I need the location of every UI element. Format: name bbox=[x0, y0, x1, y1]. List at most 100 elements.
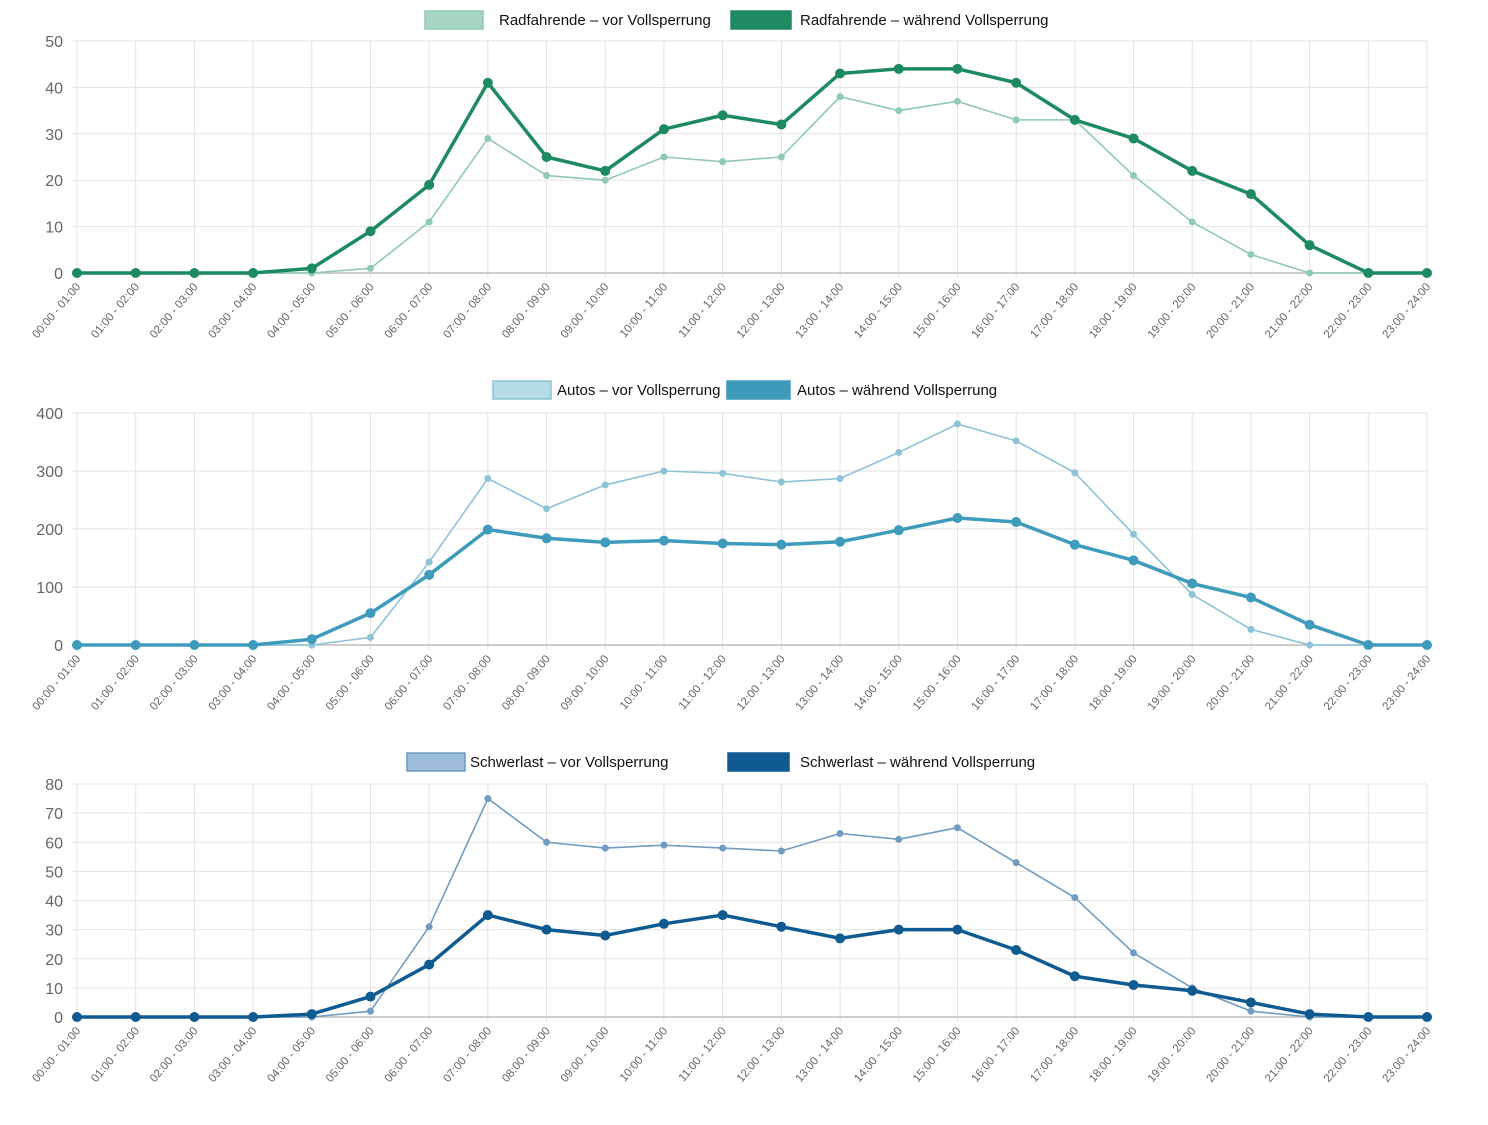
data-point bbox=[1012, 116, 1020, 124]
data-point bbox=[835, 68, 846, 79]
data-point bbox=[952, 512, 963, 523]
data-point bbox=[836, 93, 844, 101]
legend-item[interactable]: Radfahrende – während Vollsperrung bbox=[730, 10, 1049, 30]
data-point bbox=[1069, 971, 1080, 982]
legend-swatch bbox=[727, 752, 790, 772]
data-point bbox=[777, 847, 785, 855]
x-tick-label: 02:00 - 03:00 bbox=[148, 281, 201, 341]
data-point bbox=[719, 158, 727, 166]
x-tick-label: 05:00 - 06:00 bbox=[324, 1025, 377, 1085]
legend-item[interactable]: Autos – während Vollsperrung bbox=[726, 380, 997, 400]
data-point bbox=[72, 268, 82, 278]
data-point bbox=[1363, 268, 1374, 278]
data-point bbox=[1130, 530, 1138, 538]
data-point bbox=[1247, 1007, 1255, 1015]
x-tick-label: 20:00 - 21:00 bbox=[1204, 1025, 1257, 1085]
data-point bbox=[1011, 945, 1022, 956]
series-during bbox=[72, 63, 1432, 278]
data-point bbox=[1069, 539, 1080, 550]
x-tick-label: 13:00 - 14:00 bbox=[794, 653, 847, 713]
data-point bbox=[306, 263, 317, 274]
x-tick-label: 22:00 - 23:00 bbox=[1322, 653, 1375, 713]
data-point bbox=[660, 153, 668, 161]
x-tick-label: 06:00 - 07:00 bbox=[383, 1025, 436, 1085]
series-during bbox=[72, 910, 1432, 1022]
data-point bbox=[366, 633, 374, 641]
data-point bbox=[600, 930, 611, 941]
x-tick-label: 08:00 - 09:00 bbox=[500, 281, 553, 341]
data-point bbox=[366, 1007, 374, 1015]
x-tick-label: 10:00 - 11:00 bbox=[618, 281, 670, 340]
data-point bbox=[893, 63, 904, 74]
data-point bbox=[543, 838, 551, 846]
legend-item[interactable]: Radfahrende – vor Vollsperrung bbox=[424, 10, 711, 30]
data-point bbox=[424, 179, 435, 190]
x-tick-label: 15:00 - 16:00 bbox=[911, 281, 964, 341]
x-tick-label: 19:00 - 20:00 bbox=[1146, 653, 1199, 713]
x-tick-label: 09:00 - 10:00 bbox=[559, 281, 612, 341]
data-point bbox=[1130, 949, 1138, 957]
x-tick-label: 16:00 - 17:00 bbox=[970, 281, 1023, 341]
series-line bbox=[77, 95, 1427, 274]
y-tick-label: 30 bbox=[45, 923, 63, 940]
data-point bbox=[660, 467, 668, 475]
series-line bbox=[77, 67, 1427, 275]
legend-item[interactable]: Schwerlast – während Vollsperrung bbox=[727, 752, 1035, 772]
x-tick-label: 04:00 - 05:00 bbox=[265, 1025, 318, 1085]
x-tick-label: 05:00 - 06:00 bbox=[324, 653, 377, 713]
x-tick-label: 23:00 - 24:00 bbox=[1381, 653, 1434, 713]
x-tick-label: 02:00 - 03:00 bbox=[148, 1025, 201, 1085]
data-point bbox=[189, 640, 200, 650]
x-tick-label: 00:00 - 01:00 bbox=[31, 1025, 84, 1085]
data-point bbox=[1128, 979, 1139, 990]
y-tick-label: 100 bbox=[36, 580, 63, 597]
data-point bbox=[953, 420, 961, 428]
series-line bbox=[77, 797, 1427, 1018]
y-tick-label: 30 bbox=[45, 127, 63, 144]
x-tick-label: 04:00 - 05:00 bbox=[265, 281, 318, 341]
x-tick-label: 18:00 - 19:00 bbox=[1087, 653, 1140, 713]
data-point bbox=[952, 63, 963, 74]
data-point bbox=[306, 634, 317, 645]
legend-swatch bbox=[730, 10, 792, 30]
legend-item[interactable]: Autos – vor Vollsperrung bbox=[492, 380, 720, 400]
data-point bbox=[1422, 268, 1432, 278]
y-tick-label: 80 bbox=[45, 777, 63, 794]
data-point bbox=[248, 268, 259, 278]
x-tick-label: 18:00 - 19:00 bbox=[1087, 281, 1140, 341]
data-point bbox=[1245, 189, 1256, 200]
legend-swatch bbox=[424, 10, 484, 30]
series-line bbox=[77, 913, 1427, 1019]
data-point bbox=[1128, 133, 1139, 144]
legend-label: Autos – vor Vollsperrung bbox=[557, 382, 720, 399]
data-point bbox=[1304, 1009, 1315, 1020]
x-tick-label: 21:00 - 22:00 bbox=[1263, 653, 1316, 713]
data-point bbox=[365, 991, 376, 1002]
x-tick-label: 03:00 - 04:00 bbox=[207, 1025, 260, 1085]
x-tick-label: 09:00 - 10:00 bbox=[559, 653, 612, 713]
data-point bbox=[601, 844, 609, 852]
data-point bbox=[719, 844, 727, 852]
data-point bbox=[776, 921, 787, 932]
data-point bbox=[1363, 640, 1374, 650]
data-point bbox=[1188, 218, 1196, 226]
data-point bbox=[365, 608, 376, 619]
y-tick-label: 200 bbox=[36, 522, 63, 539]
data-point bbox=[776, 119, 787, 130]
x-tick-label: 11:00 - 12:00 bbox=[677, 653, 729, 712]
data-point bbox=[953, 824, 961, 832]
data-point bbox=[1304, 619, 1315, 630]
legend-label: Autos – während Vollsperrung bbox=[797, 382, 997, 399]
data-point bbox=[658, 124, 669, 135]
x-tick-label: 18:00 - 19:00 bbox=[1087, 1025, 1140, 1085]
x-tick-label: 00:00 - 01:00 bbox=[31, 653, 84, 713]
data-point bbox=[952, 924, 963, 935]
x-tick-label: 12:00 - 13:00 bbox=[735, 281, 788, 341]
x-tick-label: 23:00 - 24:00 bbox=[1381, 1025, 1434, 1085]
x-tick-label: 00:00 - 01:00 bbox=[31, 281, 84, 341]
data-point bbox=[1363, 1012, 1374, 1022]
data-point bbox=[776, 539, 787, 550]
legend-item[interactable]: Schwerlast – vor Vollsperrung bbox=[406, 752, 668, 772]
legend-swatch bbox=[492, 380, 552, 400]
